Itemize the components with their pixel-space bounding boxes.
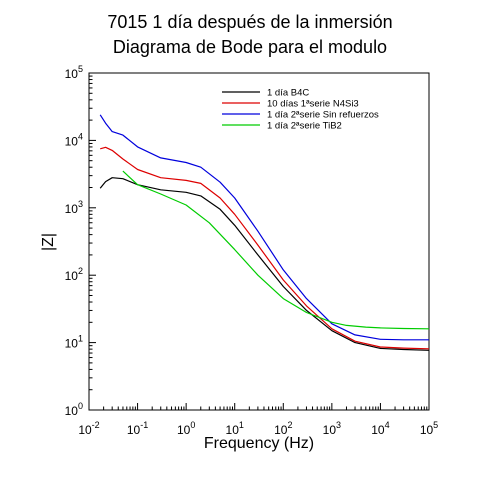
y-axis-ticks: 100 101 102 103 104 105 bbox=[65, 64, 96, 418]
x-axis-ticks: 10-2 10-1 100 101 102 103 104 105 bbox=[78, 403, 438, 437]
y-tick-label: 104 bbox=[65, 131, 83, 148]
x-tick-label: 105 bbox=[420, 420, 438, 437]
x-tick-label: 104 bbox=[371, 420, 389, 437]
x-tick-label: 102 bbox=[274, 420, 292, 437]
chart-subtitle: Diagrama de Bode para el modulo bbox=[112, 37, 388, 57]
series-line-1 bbox=[99, 177, 430, 351]
x-tick-label: 100 bbox=[177, 420, 195, 437]
y-tick-label: 100 bbox=[65, 401, 83, 418]
x-axis-label: Frequency (Hz) bbox=[204, 435, 314, 452]
y-tick-label: 103 bbox=[65, 199, 83, 216]
series-line-4 bbox=[122, 170, 430, 330]
y-tick-label: 105 bbox=[65, 64, 83, 81]
legend-label: 1 día 2ªserie Sin refuerzos bbox=[267, 110, 379, 121]
y-axis-label: |Z| bbox=[40, 233, 57, 251]
x-tick-label: 10-1 bbox=[127, 420, 148, 437]
legend-label: 10 días 1ªserie N4Si3 bbox=[267, 99, 359, 110]
plot-frame bbox=[88, 72, 430, 411]
series-lines bbox=[99, 114, 430, 351]
x-tick-label: 103 bbox=[323, 420, 341, 437]
series-line-3 bbox=[99, 114, 429, 341]
y-tick-label: 101 bbox=[65, 334, 83, 351]
legend-label: 1 día B4C bbox=[267, 88, 309, 99]
chart-title: 7015 1 día después de la inmersión bbox=[107, 12, 393, 32]
x-tick-label: 10-2 bbox=[78, 420, 99, 437]
series-line-2 bbox=[100, 146, 430, 350]
y-tick-label: 102 bbox=[65, 266, 83, 283]
x-tick-label: 101 bbox=[226, 420, 244, 437]
legend-label: 1 día 2ªserie TiB2 bbox=[267, 121, 342, 132]
